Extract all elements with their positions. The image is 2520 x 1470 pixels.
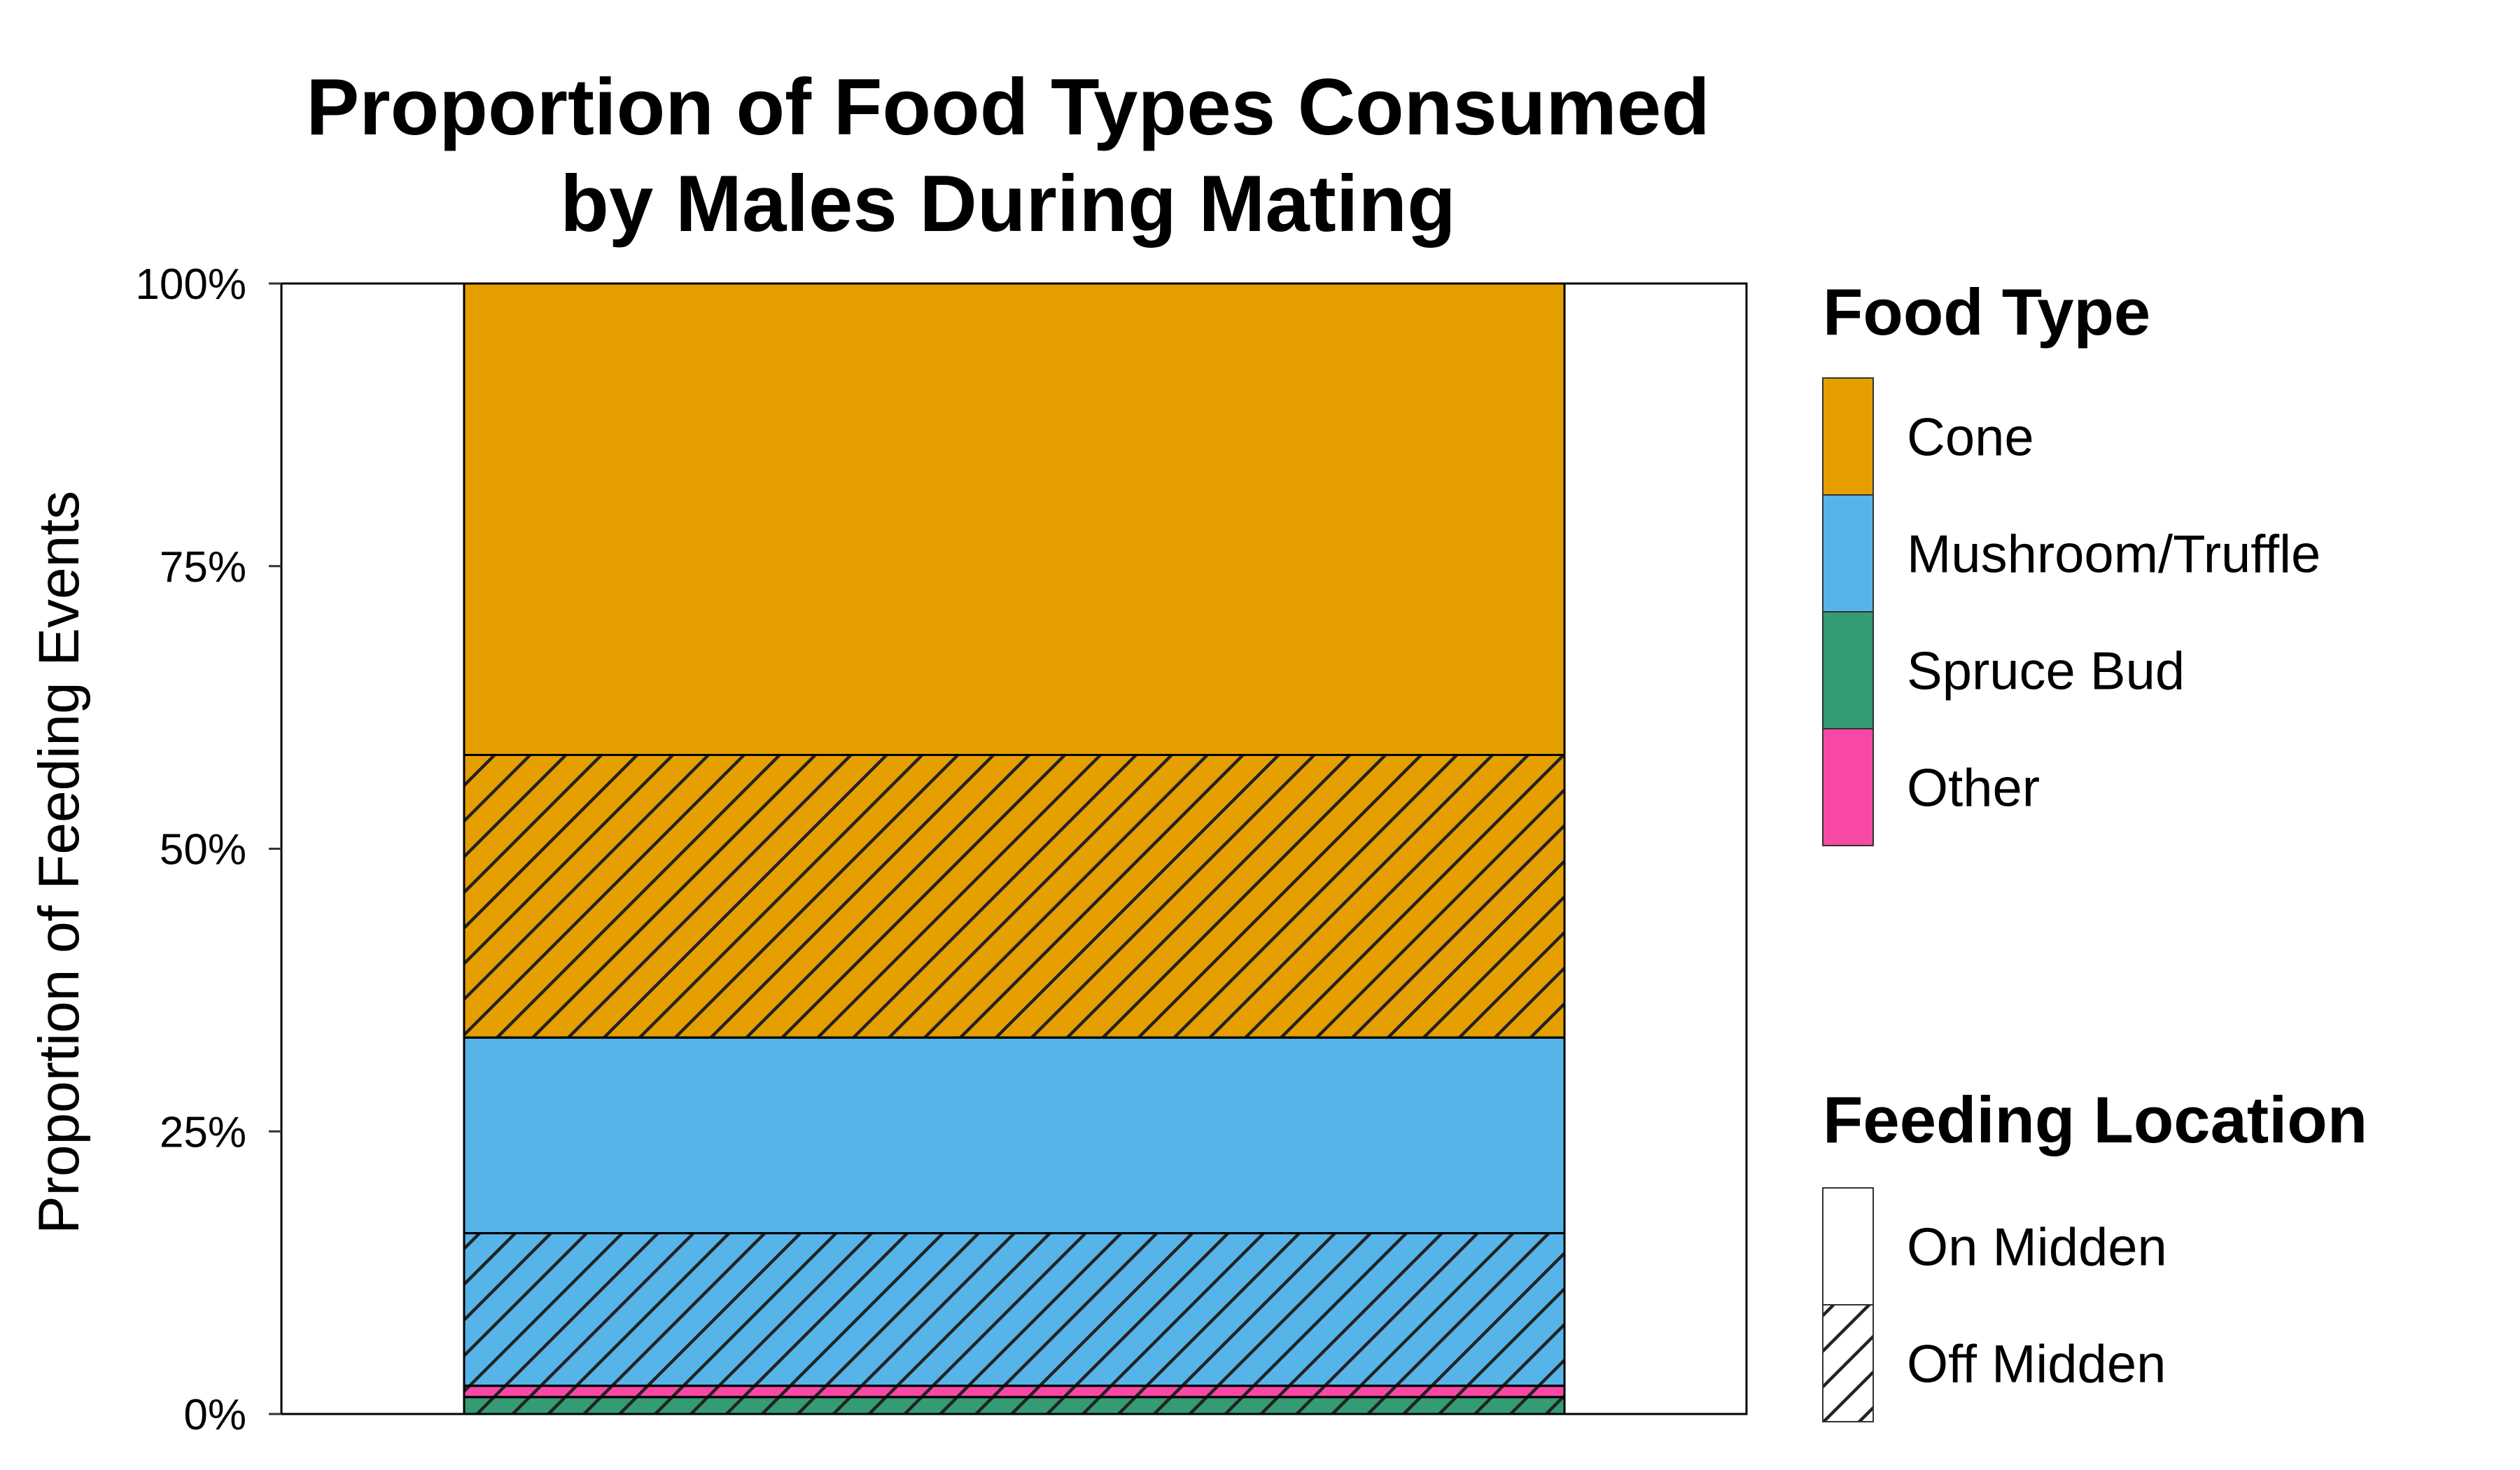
legend-key-mushroom-truffle <box>1822 494 1874 612</box>
bar-segment-cone-on-midden <box>463 282 1566 756</box>
bar-segment-mushroom-truffle-on-midden <box>463 1036 1566 1235</box>
bar-segment-mushroom-truffle-off-midden-hatch <box>463 1232 1566 1387</box>
y-tick-label: 75% <box>160 543 246 592</box>
stacked-bar <box>463 282 1566 1415</box>
legend-label-on-midden: On Midden <box>1907 1218 2167 1278</box>
y-tick-label: 50% <box>160 826 246 874</box>
bar-segment-cone-off-midden-hatch <box>463 753 1566 1039</box>
legend-label-other: Other <box>1907 759 2040 818</box>
legend-food-title: Food Type <box>1823 275 2150 349</box>
y-axis-label: Proportion of Feeding Events <box>27 491 91 1234</box>
y-axis-ticks: 0% 25% 50% 75% 100% <box>135 260 281 1439</box>
legend-label-mushroom-truffle: Mushroom/Truffle <box>1907 525 2320 584</box>
legend-feeding-location: On Midden Off Midden <box>1822 1187 2167 1422</box>
bar-segment-spruce-bud-off-midden-hatch <box>463 1396 1566 1415</box>
legend-label-spruce-bud: Spruce Bud <box>1907 642 2185 701</box>
legend-key-cone <box>1822 377 1874 496</box>
chart-title-line-1: Proportion of Food Types Consumed <box>306 63 1709 152</box>
bar-segment-other-off-midden-hatch <box>463 1385 1566 1399</box>
y-tick-label: 0% <box>183 1391 246 1439</box>
legend-food-type: Cone Mushroom/Truffle Spruce Bud Other <box>1822 377 2320 846</box>
legend-label-off-midden: Off Midden <box>1907 1335 2166 1394</box>
legend-location-title: Feeding Location <box>1823 1083 2367 1156</box>
y-tick-label: 25% <box>160 1108 246 1156</box>
legend-key-off-midden-hatch <box>1822 1304 1874 1422</box>
legend-label-cone: Cone <box>1907 408 2034 468</box>
y-tick-label: 100% <box>135 260 246 309</box>
legend-key-other <box>1822 728 1874 846</box>
legend-key-spruce-bud <box>1822 611 1874 729</box>
chart-title-line-2: by Males During Mating <box>560 160 1455 248</box>
legend-key-on-midden <box>1822 1187 1874 1306</box>
